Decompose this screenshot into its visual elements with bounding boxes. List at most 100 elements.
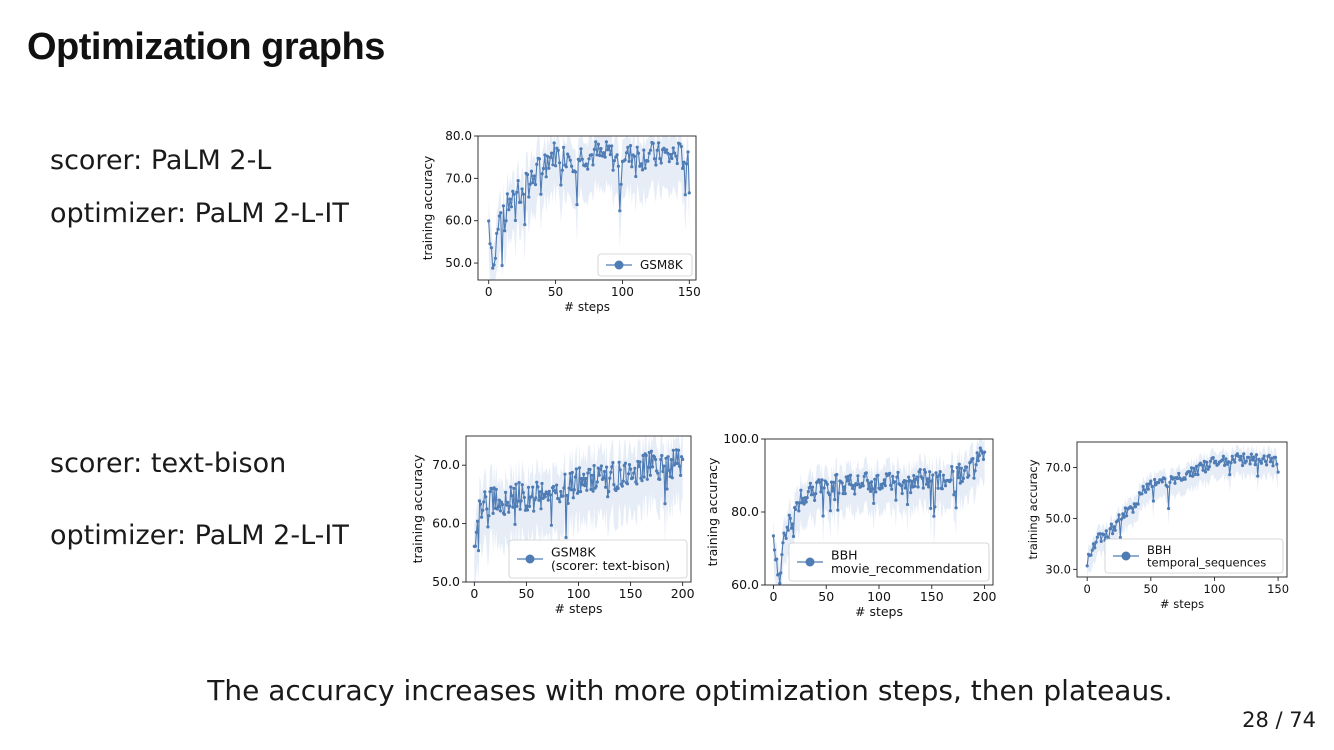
data-point xyxy=(521,491,525,495)
data-point xyxy=(685,162,689,166)
data-point xyxy=(681,457,685,461)
plot-frame xyxy=(477,135,697,281)
data-point xyxy=(545,492,549,496)
data-point xyxy=(1224,457,1228,461)
data-point xyxy=(1094,540,1098,544)
legend-box xyxy=(508,539,688,579)
data-point xyxy=(534,496,538,500)
data-point xyxy=(533,183,538,187)
data-point xyxy=(579,147,583,151)
data-point xyxy=(657,141,661,145)
data-point xyxy=(933,505,937,509)
data-point xyxy=(582,472,586,476)
variance-band xyxy=(488,136,690,280)
data-point xyxy=(617,460,621,464)
data-point xyxy=(856,474,860,478)
data-point xyxy=(552,141,556,145)
data-point xyxy=(971,457,975,461)
data-point xyxy=(1237,454,1241,458)
x-axis-label: # steps xyxy=(1160,597,1204,611)
data-point xyxy=(1229,461,1233,465)
data-point xyxy=(1109,522,1113,526)
chart-bbh-movie-recommendation: 0 50 100 150 200 60.0 80.0 100.0 # steps training… xyxy=(705,431,997,619)
x-tick-label: 50 xyxy=(818,589,834,604)
data-point xyxy=(600,154,604,158)
data-point xyxy=(548,155,552,160)
data-point xyxy=(936,486,940,490)
data-point xyxy=(853,492,857,496)
data-point xyxy=(623,158,627,162)
data-point xyxy=(1209,459,1213,463)
data-point xyxy=(1206,467,1210,471)
data-point xyxy=(835,472,839,477)
data-point xyxy=(1193,472,1197,476)
chart-gsm8k-text-bison: 0 50 100 150 200 50.0 60.0 70.0 # steps training … xyxy=(410,435,695,616)
data-point xyxy=(584,162,588,166)
data-point xyxy=(598,467,602,471)
data-point xyxy=(513,522,517,526)
data-point xyxy=(530,495,534,499)
data-point xyxy=(873,477,877,481)
data-point xyxy=(674,154,678,158)
y-tick-label: 80.0 xyxy=(445,129,472,143)
data-point xyxy=(491,266,495,270)
data-point xyxy=(658,157,662,161)
data-point xyxy=(592,464,596,468)
data-point xyxy=(595,153,599,157)
data-point xyxy=(483,490,487,494)
data-point xyxy=(554,164,558,168)
data-point xyxy=(514,482,518,486)
data-point xyxy=(574,170,578,174)
data-point xyxy=(883,484,887,488)
data-point xyxy=(675,461,680,465)
data-point xyxy=(493,256,497,260)
data-point xyxy=(814,492,818,496)
data-point xyxy=(943,484,948,488)
data-point xyxy=(529,169,534,173)
data-point xyxy=(612,483,616,487)
data-point xyxy=(833,498,837,502)
data-point xyxy=(562,145,566,149)
data-point xyxy=(604,485,608,489)
data-point xyxy=(937,473,941,477)
data-point xyxy=(522,495,526,500)
data-point xyxy=(1252,455,1256,459)
data-point xyxy=(635,145,639,149)
data-point xyxy=(643,166,647,170)
data-point xyxy=(960,479,964,483)
data-point xyxy=(1201,468,1205,472)
data-point xyxy=(558,500,562,504)
data-point xyxy=(554,491,558,495)
data-point xyxy=(978,446,982,450)
y-tick-label: 60.0 xyxy=(432,516,460,531)
data-point xyxy=(543,495,547,499)
data-point xyxy=(949,478,953,482)
data-point xyxy=(610,465,614,469)
legend-label: GSM8K xyxy=(640,258,684,272)
data-point xyxy=(642,475,646,479)
data-point xyxy=(679,144,683,149)
y-tick-label: 50.0 xyxy=(445,256,472,270)
data-point xyxy=(658,477,662,481)
data-point xyxy=(545,154,550,158)
data-point xyxy=(599,146,603,151)
data-point xyxy=(594,140,598,144)
data-point xyxy=(1108,527,1112,531)
data-point xyxy=(780,553,784,557)
data-point xyxy=(928,470,932,474)
data-point xyxy=(1156,481,1161,485)
legend-marker xyxy=(614,260,624,270)
data-point xyxy=(498,509,502,513)
data-point xyxy=(544,175,548,179)
data-point xyxy=(862,474,866,478)
data-point xyxy=(494,487,498,491)
data-point xyxy=(596,142,600,146)
data-point xyxy=(1202,459,1206,463)
data-point xyxy=(662,464,666,468)
data-point xyxy=(511,189,515,193)
data-point xyxy=(837,491,841,495)
data-point xyxy=(827,493,831,497)
data-point xyxy=(872,501,876,505)
data-point xyxy=(1196,473,1200,477)
data-point xyxy=(974,463,978,467)
